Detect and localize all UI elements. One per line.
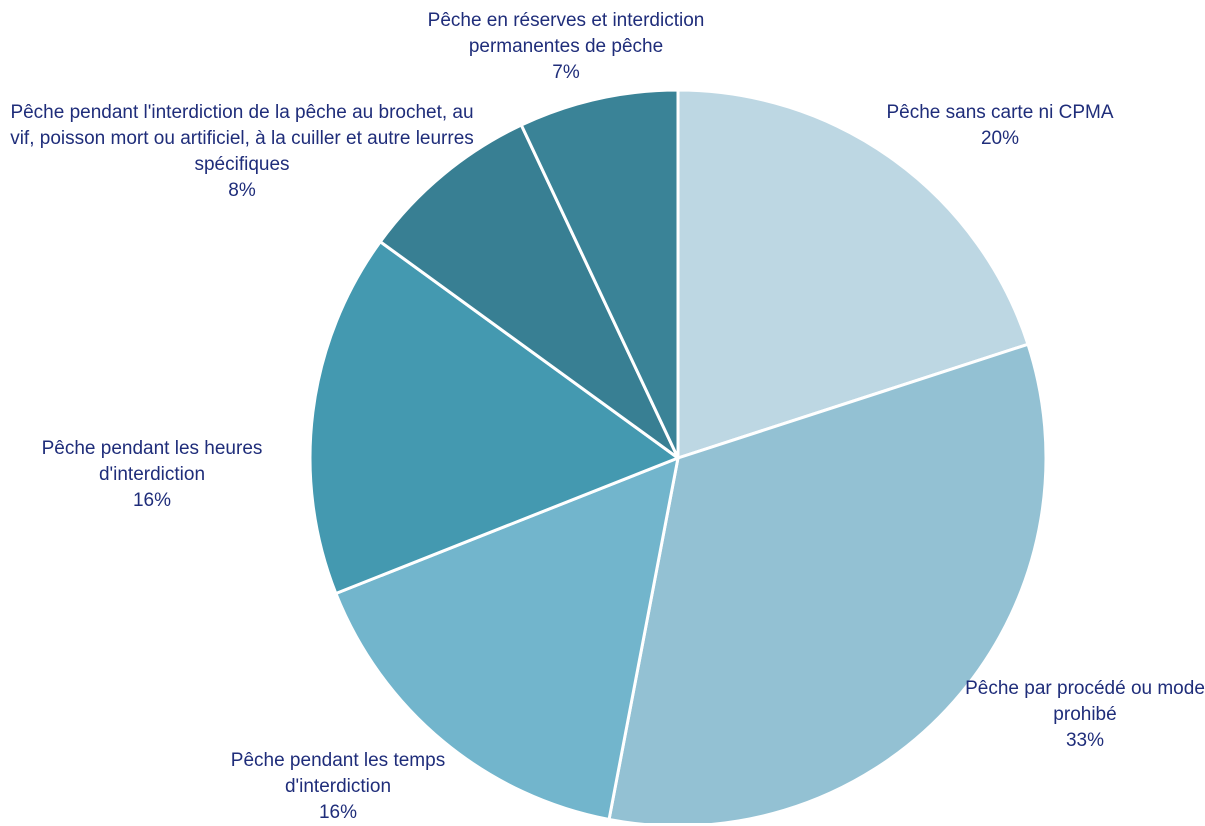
category-label: Pêche sans carte ni CPMA xyxy=(886,102,1114,123)
pie-slice xyxy=(607,342,1048,823)
slice-label: Pêche par procédé ou mode prohibé 33% xyxy=(965,676,1205,754)
pie-slice xyxy=(676,88,1030,460)
value-label: 33% xyxy=(1065,730,1105,751)
pie-slice xyxy=(334,456,680,821)
category-label: Pêche par procédé ou mode prohibé xyxy=(965,678,1205,725)
category-label: Pêche pendant l'interdiction de la pêche… xyxy=(10,102,474,175)
value-label: 16% xyxy=(318,802,358,823)
category-label: Pêche pendant les temps d'interdiction xyxy=(230,750,446,797)
slice-label: Pêche pendant les temps d'interdiction 16… xyxy=(223,748,453,826)
value-label: 7% xyxy=(552,62,580,83)
slice-label: Pêche pendant les heures d'interdiction 1… xyxy=(2,436,302,514)
value-label: 8% xyxy=(228,180,256,201)
category-label: Pêche pendant les heures d'interdiction xyxy=(41,438,263,485)
slice-label: Pêche en réserves et interdiction perman… xyxy=(376,8,756,86)
pie-slice xyxy=(378,123,680,460)
value-label: 20% xyxy=(980,128,1020,149)
slice-label: Pêche pendant l'interdiction de la pêche… xyxy=(7,100,477,204)
pie-slice xyxy=(519,88,680,460)
pie-slice xyxy=(308,240,680,595)
value-label: 16% xyxy=(132,490,172,511)
slice-label: Pêche sans carte ni CPMA 20% xyxy=(850,100,1150,152)
category-label: Pêche en réserves et interdiction perman… xyxy=(427,10,705,57)
